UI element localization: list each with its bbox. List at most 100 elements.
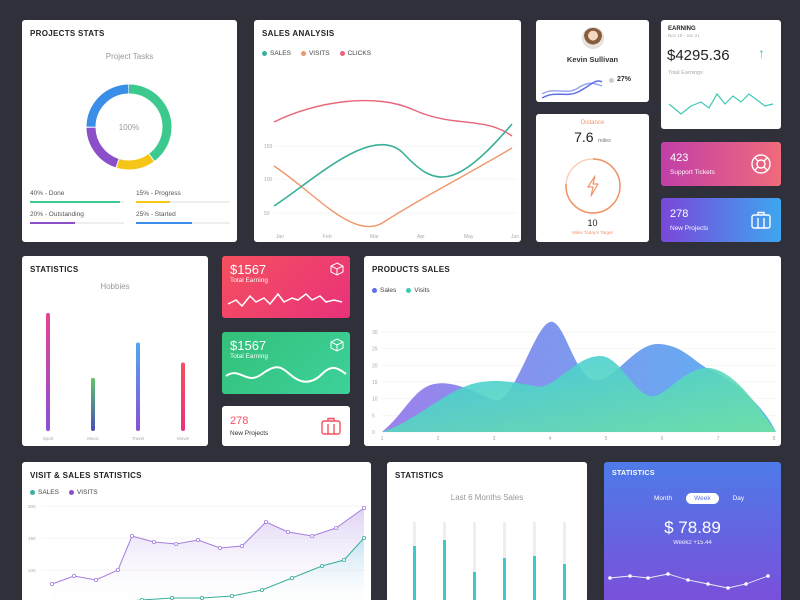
x-tick-label: 7 [717, 436, 720, 442]
briefcase-icon [321, 417, 341, 435]
y-tick-label: 20 [372, 363, 378, 369]
x-tick-label: Sport [43, 436, 55, 441]
legend-item[interactable]: VISITS [68, 489, 98, 496]
y-tick-label: 10 [372, 397, 378, 403]
x-tick-label: Feb [323, 234, 332, 240]
hobbies-bar-chart: Sport Music Travel Movie [43, 313, 189, 441]
visits-point [309, 534, 314, 539]
percent-dot-icon [609, 78, 614, 83]
earning-wave [225, 366, 347, 383]
stats-sub: Week2 +15.44 [673, 540, 712, 546]
series-sales-line [134, 537, 365, 600]
visits-point [173, 542, 178, 547]
month-bar [563, 564, 566, 600]
y-tick-label: 50 [264, 211, 270, 217]
stats-point [686, 578, 690, 582]
x-tick-label: Travel [132, 436, 144, 441]
new-projects-card[interactable]: 278 New Projects [661, 198, 781, 242]
sales-point [341, 558, 346, 563]
y-tick-label: 25 [372, 347, 378, 353]
new-projects-white-card[interactable]: 278 New Projects [222, 406, 350, 446]
stats-point [766, 574, 770, 578]
series-visits-area [52, 508, 364, 600]
products-sales-chart: 0 5 10 15 20 25 30 1 2 3 4 5 6 7 8 [372, 321, 776, 442]
legend-label: SALES [38, 489, 59, 496]
support-label: Support Tickets [670, 169, 715, 176]
y-tick-label: 5 [372, 413, 375, 419]
x-tick-label: 1 [381, 436, 384, 442]
sales-point [319, 564, 324, 569]
profile-name: Kevin Sullivan [566, 55, 619, 64]
tab-month[interactable]: Month [654, 495, 673, 502]
projects-count: 278 [670, 208, 689, 220]
legend-dot-icon [372, 287, 377, 293]
visits-point [263, 519, 268, 524]
bar-track [563, 522, 566, 600]
hobby-bar [91, 377, 95, 431]
series-visits-area [382, 356, 776, 432]
support-tickets-card[interactable]: 423 Support Tickets [661, 142, 781, 186]
legend-dot-icon [68, 489, 74, 495]
legend-item[interactable]: CLICKS [339, 50, 371, 57]
card-title: VISIT & SALES STATISTICS [30, 471, 142, 480]
x-tick-label: 5 [605, 436, 608, 442]
distance-value: 7.6 [574, 129, 594, 145]
card-title: STATISTICS [30, 265, 79, 274]
month-bar [473, 572, 476, 600]
legend-item[interactable]: Sales [372, 287, 396, 294]
earning-line [668, 92, 774, 115]
sales-point [200, 596, 204, 600]
visits-point [116, 568, 121, 573]
avatar[interactable] [582, 27, 604, 49]
stats-point [628, 574, 632, 578]
hobby-bar [136, 342, 140, 431]
legend-label: 15% - Progress [136, 190, 181, 197]
card-title: STATISTICS [612, 470, 655, 477]
earning-label: Total Earning [230, 277, 268, 284]
x-tick-label: Music [87, 436, 100, 441]
six-month-sales-card: STATISTICS Last 6 Months Sales [387, 462, 587, 600]
stats-point [744, 582, 748, 586]
visits-point [151, 540, 156, 545]
chart-subtitle: Hobbies [100, 282, 130, 291]
donut-chart: 100% [86, 84, 172, 170]
chart-legend: Sales Visits [372, 287, 430, 294]
distance-ring [565, 158, 621, 214]
y-tick-label: 15 [372, 380, 378, 386]
cube-icon [330, 338, 344, 352]
legend-progress-track [30, 201, 124, 203]
chart-legend: SALES VISITS [30, 489, 98, 496]
projects-stats-card: PROJECTS STATS Project Tasks 100% 40% - … [22, 20, 237, 242]
legend-label: Visits [414, 287, 430, 294]
series-sales [273, 123, 513, 207]
total-earning-green-card[interactable]: $1567 Total Earning [222, 332, 350, 394]
support-count: 423 [670, 152, 689, 164]
donut-slice [86, 84, 172, 170]
sales-point [229, 594, 234, 599]
distance-unit: miles [598, 138, 611, 144]
legend-dot-icon [300, 50, 306, 56]
earning-amount: $1567 [230, 262, 267, 277]
y-tick-label: 30 [372, 330, 378, 336]
distance-label: Distance [580, 120, 605, 126]
sales-point [170, 596, 174, 600]
tab-week[interactable]: Week [686, 493, 719, 504]
month-bar [413, 546, 416, 600]
tab-day[interactable]: Day [732, 495, 745, 502]
sales-point [361, 536, 366, 541]
hobby-bar [181, 362, 185, 431]
legend-item[interactable]: VISITS [300, 50, 330, 57]
projects-label: New Projects [230, 430, 269, 437]
x-tick-label: May [464, 234, 474, 240]
y-tick-label: 150 [264, 144, 273, 150]
statistics-blue-card: STATISTICS Month Week Day $ 78.89 Week2 +1… [604, 462, 781, 600]
legend-item[interactable]: SALES [262, 50, 291, 57]
legend-item[interactable]: Visits [406, 287, 430, 294]
visits-point [239, 544, 244, 549]
card-title: EARNING [668, 26, 696, 32]
distance-count: 10 [587, 218, 598, 228]
total-earning-red-card[interactable]: $1567 Total Earning [222, 256, 350, 318]
card-title: PRODUCTS SALES [372, 265, 450, 274]
legend-item[interactable]: SALES [30, 489, 59, 496]
y-tick-label: 100 [264, 177, 273, 183]
